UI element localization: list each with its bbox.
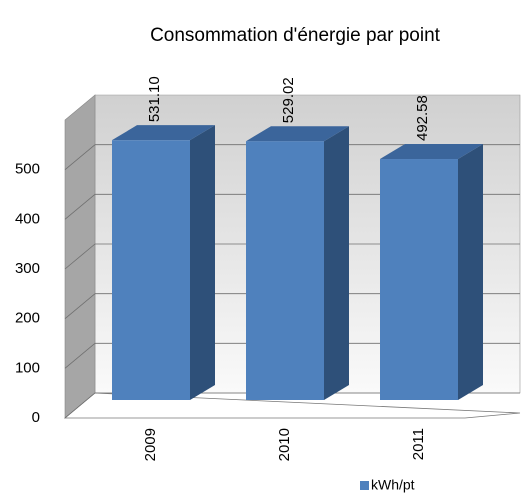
side-grid-line [64,194,96,220]
y-tick-label: 100 [15,359,40,376]
bar-side [324,126,349,401]
side-grid-line [64,243,96,270]
data-label: 529.02 [280,77,297,123]
side-grid-line [64,144,96,170]
y-tick-label: 400 [15,210,40,227]
side-grid-line [64,343,96,369]
bar-top [380,144,483,160]
bar [246,141,324,401]
y-tick-label: 200 [15,310,40,327]
x-tick-label: 2010 [276,428,293,461]
y-tick-label: 500 [15,161,40,178]
legend-label: kWh/pt [371,477,415,493]
x-tick-label: 2009 [142,428,159,461]
bar [112,140,190,400]
side-grid-line [64,392,96,419]
chart-title: Consommation d'énergie par point [150,25,441,46]
y-tick-label: 300 [15,260,40,277]
bar-side [190,125,215,400]
bar-top [112,125,215,141]
data-label: 492.58 [414,95,431,141]
bar-top [246,126,349,142]
side-grid-line [64,293,96,319]
bar-side [458,144,483,400]
bar [380,159,458,400]
y-tick-label: 0 [32,409,40,426]
x-tick-label: 2011 [410,428,427,460]
data-label: 531.10 [146,76,163,122]
legend-swatch [360,481,369,490]
